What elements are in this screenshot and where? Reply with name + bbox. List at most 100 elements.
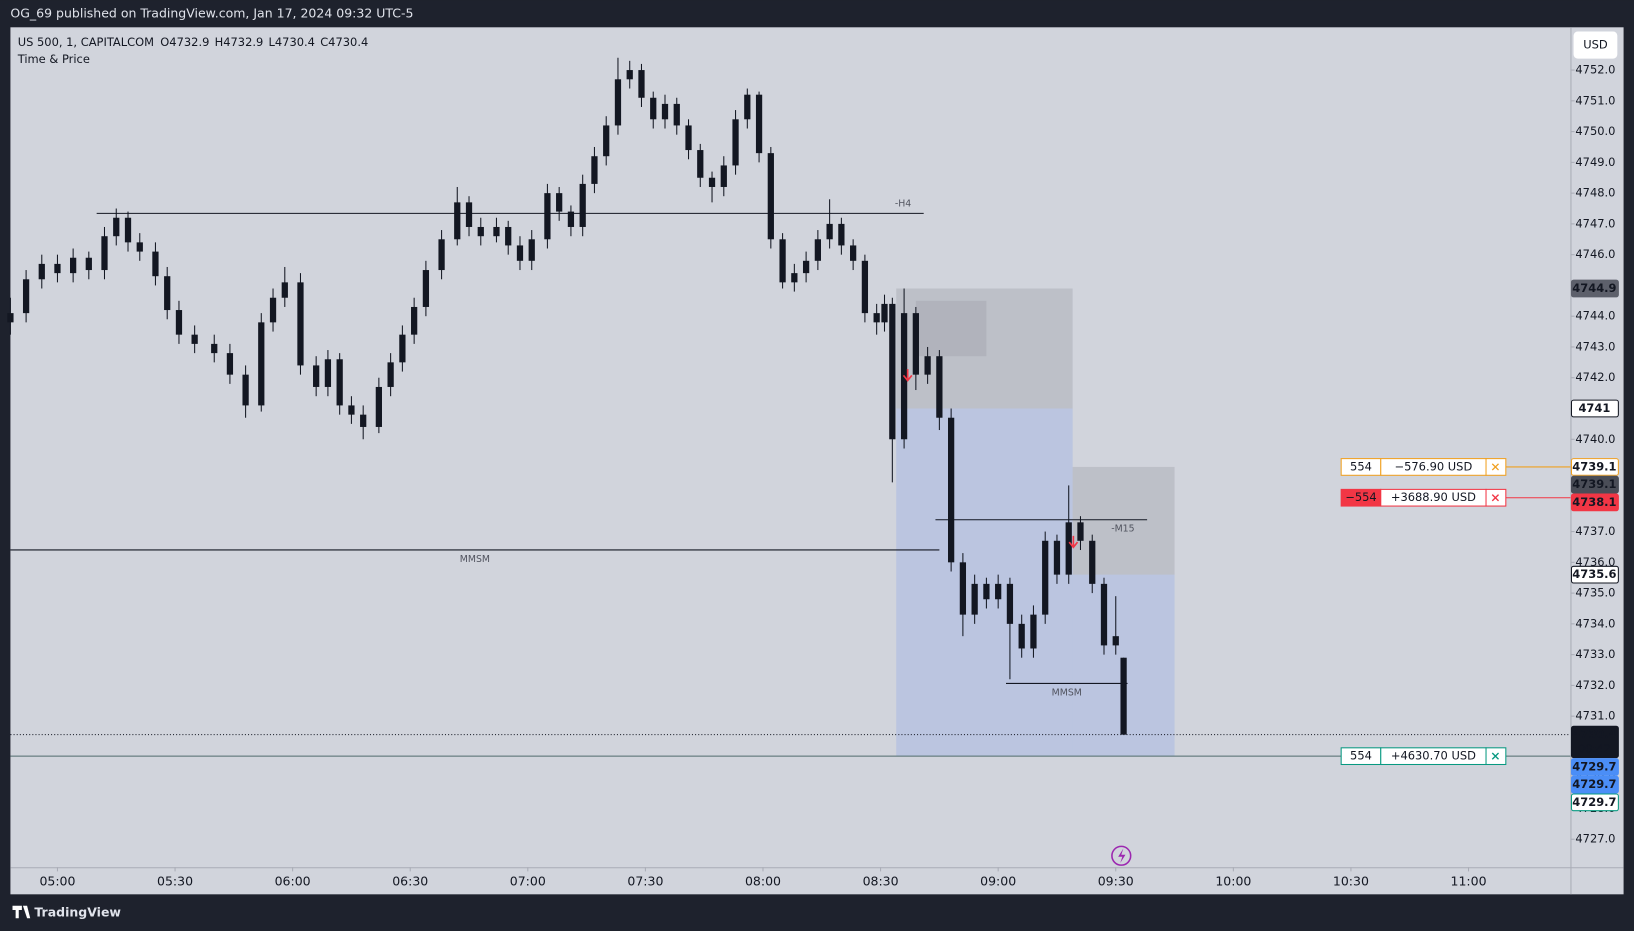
price-marker — [1570, 458, 1619, 476]
currency[interactable]: USD — [1583, 38, 1608, 52]
candle-body — [936, 356, 943, 418]
candle-body — [113, 217, 120, 237]
candle-body — [873, 313, 880, 323]
y-tick-label: 4750.0 — [1575, 124, 1615, 138]
candle-body — [638, 70, 645, 98]
events-icon-bolt — [1118, 848, 1126, 864]
candle-body — [881, 303, 888, 323]
y-tick-label: 4731.0 — [1575, 709, 1615, 723]
price-marker — [1570, 493, 1619, 512]
sell-arrow — [902, 369, 913, 382]
publish-info: OG_69 published on TradingView.com, Jan … — [10, 5, 413, 20]
candle-body — [995, 583, 1002, 600]
stop-zone — [896, 288, 1073, 409]
axes: 4727.04728.04729.04730.04731.04732.04733… — [39, 63, 1619, 888]
candle-body — [281, 282, 288, 298]
candle-body — [948, 417, 955, 563]
candle-body — [850, 245, 857, 261]
ohlc-open: O4732.9 — [160, 34, 209, 48]
symbol-legend: US 500, 1, CAPITALCOM O4732.9 H4732.9 L4730… — [18, 34, 369, 48]
countdown: 00:42 — [1578, 742, 1611, 756]
candle-body — [85, 257, 92, 271]
candle-body — [697, 150, 704, 178]
y-tick-label: 4746.0 — [1575, 247, 1615, 261]
candle-body — [1065, 522, 1072, 575]
price-marker-label: 4730.4 — [1572, 727, 1616, 741]
candle-body — [324, 359, 332, 387]
price-marker — [1570, 775, 1619, 794]
price-marker — [1570, 475, 1619, 494]
candle-body — [912, 313, 919, 375]
y-tick-label: 4742.0 — [1575, 370, 1615, 384]
y-tick-label: 4744.0 — [1575, 309, 1615, 323]
price-marker — [1570, 399, 1619, 418]
currency-button[interactable] — [1573, 31, 1618, 59]
candle-body — [438, 239, 445, 271]
candle-body — [336, 359, 343, 406]
price-marker-label: 4744.9 — [1572, 281, 1616, 295]
candle-body — [971, 583, 978, 615]
candle-body — [720, 165, 727, 187]
y-tick-label: 4727.0 — [1575, 832, 1615, 846]
x-tick-label: 09:30 — [1098, 873, 1134, 888]
candle-body — [101, 236, 108, 271]
candle-body — [661, 103, 669, 120]
candle-body — [767, 153, 774, 240]
brand: TradingView — [34, 905, 121, 920]
zone — [915, 300, 987, 357]
price-marker-label: 4739.1 — [1572, 477, 1616, 491]
price-marker-label: 4729.7 — [1572, 759, 1616, 773]
price-marker-label: 4741 — [1578, 401, 1610, 415]
candle-body — [579, 183, 586, 227]
candle-body — [387, 362, 394, 387]
candle-body — [258, 322, 265, 406]
candle-body — [477, 226, 484, 237]
price-marker — [1570, 725, 1619, 759]
x-tick-label: 11:00 — [1451, 873, 1487, 888]
candle-body — [226, 353, 234, 375]
ohlc-low: L4730.4 — [269, 34, 315, 48]
candle-body — [802, 260, 810, 274]
x-tick-label: 07:30 — [627, 873, 663, 888]
x-tick-label: 09:00 — [980, 873, 1016, 888]
candle-body — [838, 223, 845, 246]
y-tick-label: 4748.0 — [1575, 186, 1615, 200]
indicator-name: Time & Price — [17, 52, 90, 66]
candle-body — [626, 70, 633, 80]
plot: -H4 MMSM -M15 MMSM 554 −576.90 USD −554 +3688.9… — [7, 57, 1571, 766]
order-close-icon — [1491, 752, 1500, 760]
symbol: US 500, 1, CAPITALCOM — [18, 34, 154, 48]
price-marker — [1570, 793, 1619, 812]
order-qty: 554 — [1350, 749, 1372, 763]
candle-body — [1042, 540, 1049, 615]
candle-body — [516, 245, 524, 261]
candle-body — [889, 303, 896, 440]
price-marker-label: 4729.7 — [1572, 777, 1616, 791]
candle-body — [744, 94, 751, 120]
candle-body — [269, 297, 277, 323]
order-pnl: +3688.90 USD — [1391, 490, 1476, 504]
candle-body — [528, 239, 535, 261]
order-qty: −554 — [1345, 490, 1376, 504]
y-tick-label: 4737.0 — [1575, 524, 1615, 538]
y-tick-label: 4747.0 — [1575, 216, 1615, 230]
candle-body — [7, 313, 14, 323]
candle-body — [175, 310, 183, 335]
y-tick-label: 4732.0 — [1575, 678, 1615, 692]
candle-body — [38, 263, 45, 280]
candle-body — [242, 374, 249, 406]
candle-body — [732, 119, 739, 166]
price-marker-label: 4729.7 — [1572, 795, 1616, 809]
y-tick-label: 4733.0 — [1575, 647, 1615, 661]
candle-body — [124, 217, 132, 243]
candle-body — [454, 202, 461, 240]
candle-body — [1018, 623, 1025, 649]
ohlc-close: C4730.4 — [320, 34, 368, 48]
events-icon[interactable] — [1111, 845, 1132, 866]
sell-arrow — [1068, 535, 1079, 549]
candle-body — [1077, 522, 1084, 541]
candle-body — [650, 97, 657, 120]
candle-body — [70, 257, 77, 274]
